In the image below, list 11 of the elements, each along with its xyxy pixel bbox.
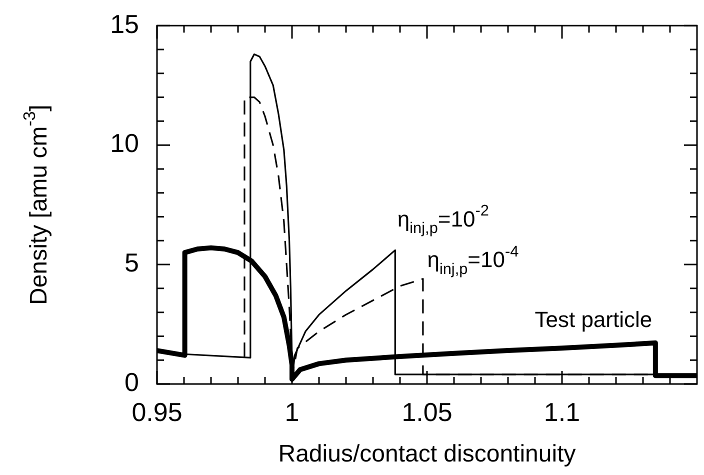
x-tick-label: 1.05	[402, 396, 452, 427]
x-tick-label: 1	[284, 396, 300, 427]
y-tick-label: 0	[124, 367, 139, 398]
x-tick-label: 0.95	[132, 396, 182, 427]
y-tick-label: 5	[124, 248, 139, 278]
y-tick-label: 10	[110, 128, 139, 158]
y-axis-title: Density [amu cm-3]	[20, 104, 53, 305]
y-tick-label: 15	[110, 8, 139, 39]
x-tick-label: 1.1	[544, 396, 580, 427]
legend-label: Test particle	[534, 306, 652, 332]
x-axis-title: Radius/contact discontinuity	[278, 440, 576, 468]
